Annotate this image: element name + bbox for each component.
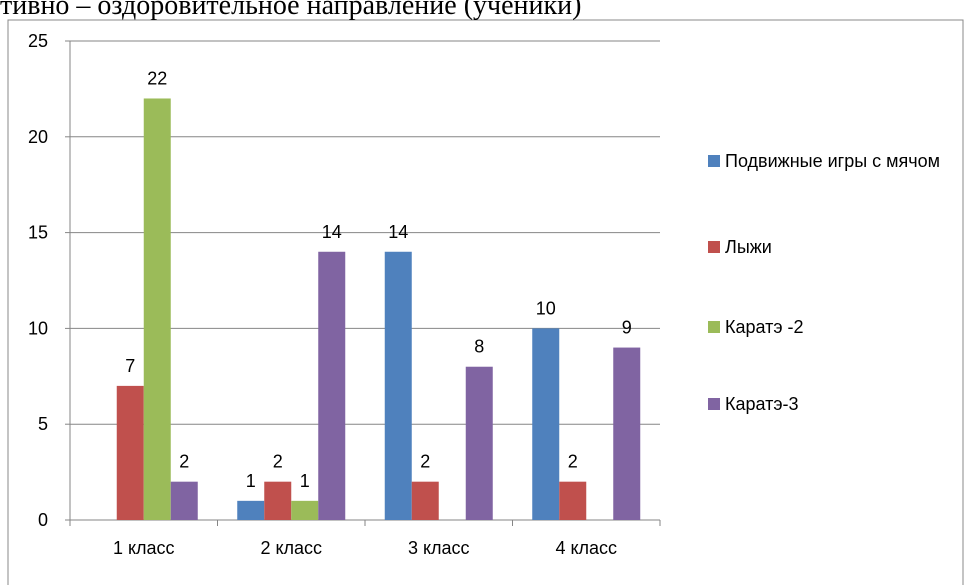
bar (318, 251, 346, 520)
data-label: 2 (179, 452, 189, 472)
data-label: 1 (300, 471, 310, 491)
bar (170, 481, 198, 520)
legend-label: Подвижные игры с мячом (725, 151, 941, 171)
y-tick-label: 5 (38, 414, 48, 434)
data-label: 2 (568, 452, 578, 472)
legend-label: Лыжи (725, 237, 772, 257)
bar (532, 328, 560, 520)
data-label: 1 (246, 471, 256, 491)
legend-label: Каратэ-3 (725, 394, 799, 414)
data-label: 7 (125, 356, 135, 376)
legend-swatch (708, 241, 720, 253)
legend-swatch (708, 155, 720, 167)
y-tick-label: 10 (28, 318, 48, 338)
data-label: 10 (536, 298, 556, 318)
legend-swatch (708, 398, 720, 410)
y-tick-label: 15 (28, 223, 48, 243)
bar (116, 385, 144, 520)
bar (411, 481, 439, 520)
legend-item: Лыжи (708, 232, 958, 262)
bar (613, 347, 641, 520)
bar (143, 98, 171, 520)
y-tick-label: 25 (28, 31, 48, 51)
chart-frame (7, 19, 964, 585)
bar (291, 500, 319, 520)
x-tick-label: 1 класс (113, 538, 175, 558)
data-label: 14 (322, 222, 342, 242)
bar (264, 481, 292, 520)
bar (237, 500, 265, 520)
bar (559, 481, 587, 520)
data-label: 22 (147, 68, 167, 88)
legend-item: Подвижные игры с мячом (708, 146, 958, 176)
x-tick-label: 4 класс (555, 538, 617, 558)
legend-item: Каратэ-3 (708, 389, 958, 419)
legend-swatch (708, 321, 720, 333)
y-tick-label: 20 (28, 127, 48, 147)
bar (465, 366, 493, 520)
data-label: 9 (622, 318, 632, 338)
chart-title: тивно – оздоровительное направление (уче… (0, 0, 581, 21)
data-label: 14 (388, 222, 408, 242)
data-label: 2 (273, 452, 283, 472)
x-tick-label: 2 класс (260, 538, 322, 558)
x-tick-label: 3 класс (408, 538, 470, 558)
legend-label: Каратэ -2 (725, 317, 804, 337)
data-label: 8 (474, 337, 484, 357)
bar (384, 251, 412, 520)
y-tick-label: 0 (38, 510, 48, 530)
data-label: 2 (420, 452, 430, 472)
legend-item: Каратэ -2 (708, 312, 958, 342)
